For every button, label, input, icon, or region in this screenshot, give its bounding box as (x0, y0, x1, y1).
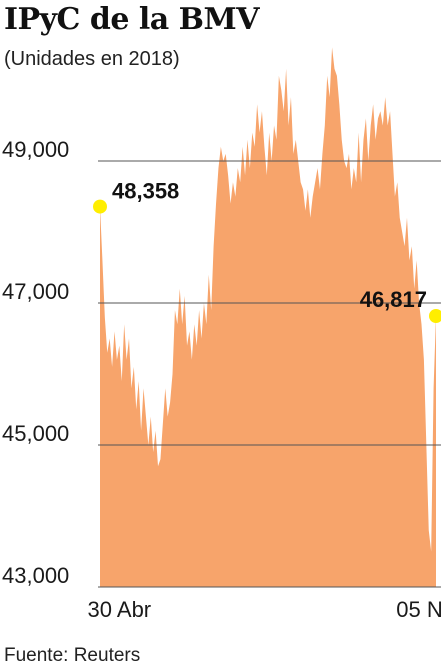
data-label: 48,358 (112, 179, 179, 204)
source-note: Fuente: Reuters (4, 645, 141, 666)
point-marker (429, 308, 441, 323)
series-area (100, 47, 436, 587)
y-axis-labels: 43,000 45,000 47,000 49,000 (2, 137, 69, 588)
chart-subtitle: (Unidades en 2018) (4, 48, 180, 70)
x-tick-label: 30 Abr (88, 597, 152, 622)
chart-title: IPyC de la BMV (4, 2, 259, 37)
x-axis-labels: 30 Abr 05 Nov (88, 597, 441, 622)
y-tick-label: 45,000 (2, 421, 69, 446)
point-marker (93, 199, 107, 214)
y-tick-label: 47,000 (2, 279, 69, 304)
y-tick-label: 43,000 (2, 563, 69, 588)
data-label: 46,817 (360, 287, 427, 312)
annotations: 48,358 46,817 (93, 179, 441, 323)
chart-area-layer (100, 47, 436, 587)
gridlines (98, 160, 441, 588)
x-tick-label: 05 Nov (396, 597, 441, 622)
y-tick-label: 49,000 (2, 137, 69, 162)
